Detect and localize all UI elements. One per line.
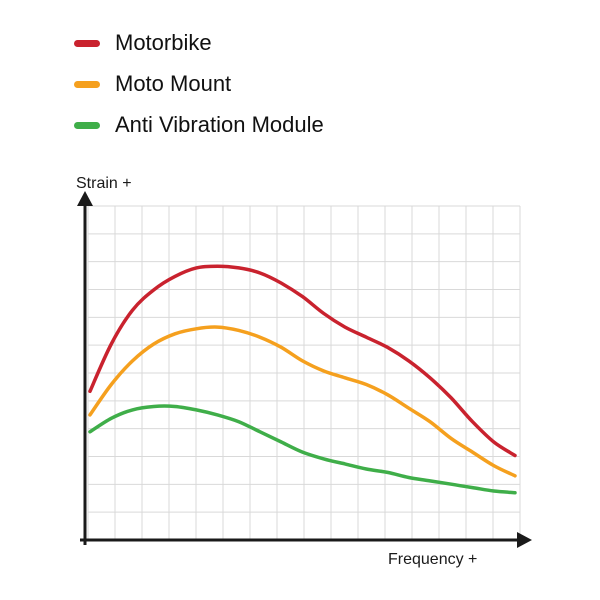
legend-label-anti-vibration-module: Anti Vibration Module xyxy=(115,112,324,137)
legend-label-motorbike: Motorbike xyxy=(115,30,212,55)
grid-lines xyxy=(87,205,521,541)
series-curves xyxy=(88,264,517,495)
legend: Motorbike Moto Mount Anti Vibration Modu… xyxy=(74,30,324,138)
legend-swatch-anti-vibration-module xyxy=(74,121,100,129)
x-axis-label: Frequency + xyxy=(388,551,478,568)
legend-item-moto-mount: Moto Mount xyxy=(74,71,324,97)
legend-item-motorbike: Motorbike xyxy=(74,30,324,56)
legend-label-moto-mount: Moto Mount xyxy=(115,71,232,96)
curve-motorbike xyxy=(88,264,517,458)
legend-swatch-moto-mount xyxy=(74,80,100,88)
y-axis-label: Strain + xyxy=(76,175,132,192)
legend-item-anti-vibration-module: Anti Vibration Module xyxy=(74,112,324,138)
legend-swatch-motorbike xyxy=(74,39,100,47)
curve-moto-mount xyxy=(88,325,517,478)
axes xyxy=(77,191,532,548)
curve-anti-vibration-module xyxy=(88,404,517,495)
